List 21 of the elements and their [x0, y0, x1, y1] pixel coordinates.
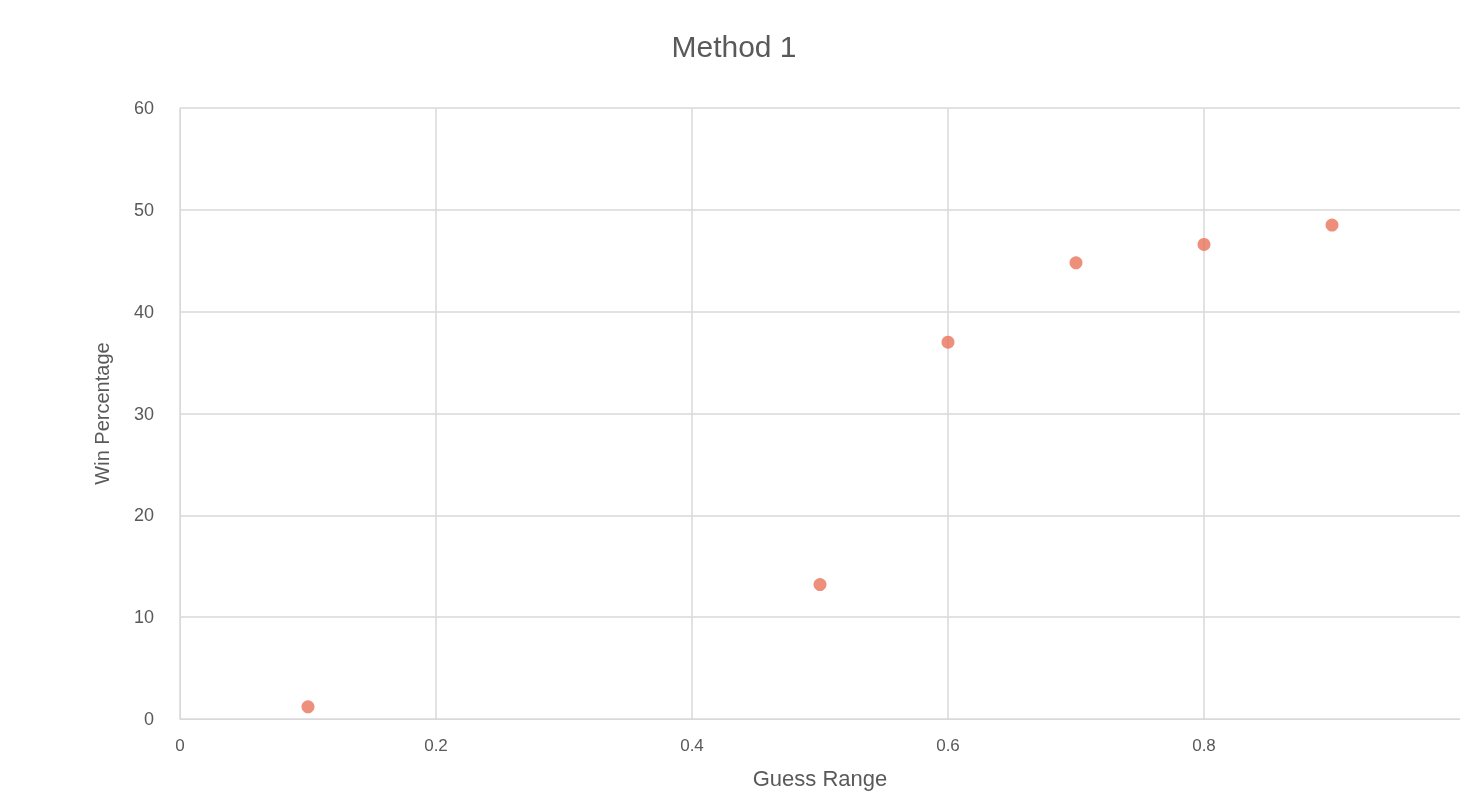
y-tick-label: 60	[133, 98, 154, 118]
point	[941, 335, 955, 349]
point	[1325, 218, 1339, 232]
y-tick-label: 20	[133, 505, 154, 526]
x-tick-label: 0	[175, 736, 185, 755]
y-tick-label: 30	[133, 403, 154, 424]
y-tick-label: 50	[133, 199, 154, 220]
point	[813, 578, 827, 592]
y-tick-label: 10	[133, 607, 154, 628]
x-tick-label: 0.8	[1192, 736, 1216, 755]
y-tick-label: 0	[143, 709, 154, 729]
x-tick-label: 0.2	[424, 736, 448, 755]
x-axis-title: Guess Range	[752, 765, 888, 791]
chart-title: Method 1	[671, 29, 797, 63]
y-tick-label: 40	[133, 301, 154, 322]
point	[1069, 256, 1083, 270]
x-tick-label: 0.6	[936, 736, 960, 755]
point	[301, 700, 315, 714]
x-tick-label: 0.4	[680, 736, 704, 755]
y-axis-title: Win Percentage	[91, 342, 113, 485]
point	[1197, 237, 1211, 251]
